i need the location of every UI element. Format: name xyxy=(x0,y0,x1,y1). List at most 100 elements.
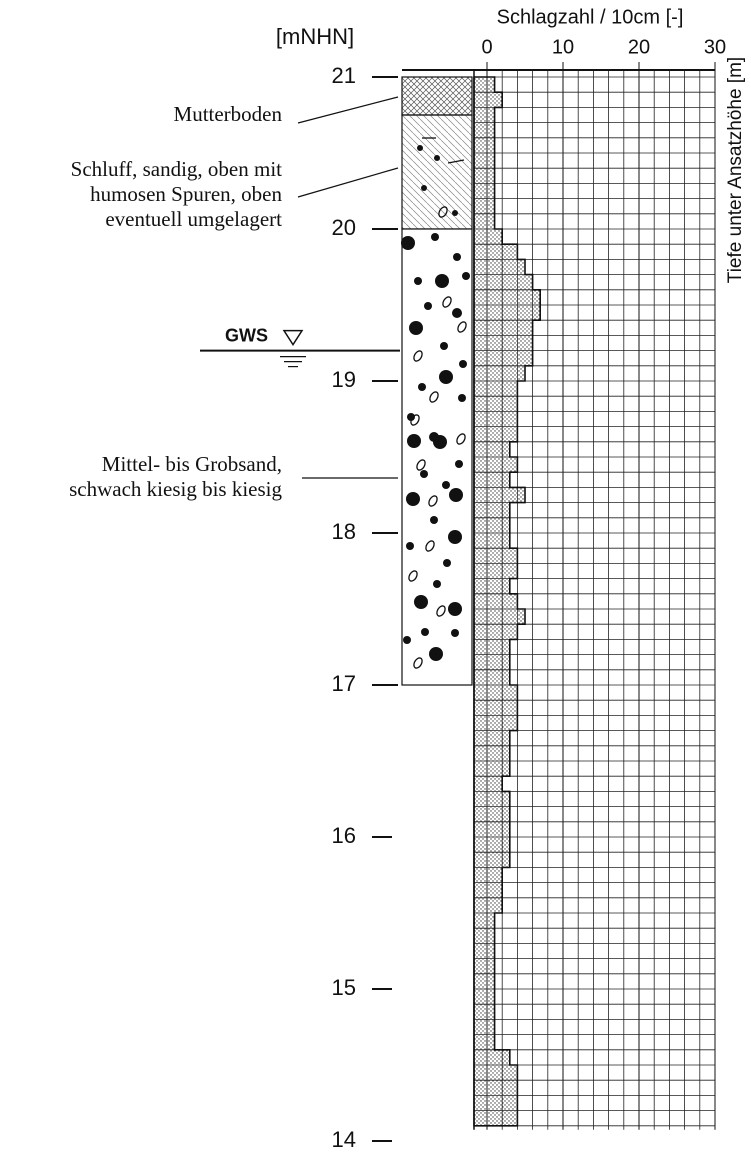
soil-layer xyxy=(401,114,473,230)
x-tick-label: 0 xyxy=(481,36,492,58)
gravel xyxy=(431,233,439,241)
bar xyxy=(474,1095,518,1111)
bar xyxy=(474,821,510,837)
gravel xyxy=(459,360,467,368)
y-tick-label: 19 xyxy=(332,367,356,392)
bar xyxy=(474,411,518,427)
bar xyxy=(474,168,495,184)
bar xyxy=(474,365,525,381)
bar xyxy=(474,685,518,701)
bar xyxy=(474,274,533,290)
bar xyxy=(474,350,533,366)
bar xyxy=(474,624,518,640)
y-tick-label: 16 xyxy=(332,823,356,848)
bar xyxy=(474,244,518,260)
gravel xyxy=(418,383,426,391)
bar xyxy=(474,806,510,822)
leader-line xyxy=(297,167,399,198)
bar xyxy=(474,335,533,351)
bar xyxy=(474,943,495,959)
bar xyxy=(474,563,518,579)
y2-axis-label: Tiefe unter Ansatzhöhe [m] xyxy=(725,57,746,283)
bar xyxy=(474,198,495,214)
pebble xyxy=(416,459,426,471)
gravel xyxy=(455,460,463,468)
gravel xyxy=(440,342,448,350)
gravel xyxy=(414,277,422,285)
bar xyxy=(474,396,518,412)
gravel xyxy=(433,435,447,449)
bar xyxy=(474,913,495,929)
gravel xyxy=(439,370,453,384)
pebble xyxy=(413,657,423,669)
pebble xyxy=(408,570,418,582)
x-tick-label: 20 xyxy=(628,36,650,58)
bar xyxy=(474,730,510,746)
bar xyxy=(474,502,510,518)
bar xyxy=(474,609,525,625)
bar xyxy=(474,320,533,336)
bar xyxy=(474,958,495,974)
layer-label: schwach kiesig bis kiesig xyxy=(69,477,282,501)
bar xyxy=(474,578,510,594)
gravel xyxy=(407,413,415,421)
pebble xyxy=(436,605,446,617)
bar xyxy=(474,107,495,123)
pebble xyxy=(410,414,420,426)
soil-dot xyxy=(434,155,440,161)
gravel xyxy=(442,481,450,489)
bar xyxy=(474,669,510,685)
gravel xyxy=(401,236,415,250)
bar xyxy=(474,213,495,229)
bar xyxy=(474,897,503,913)
bar xyxy=(474,761,510,777)
bar xyxy=(474,1110,518,1126)
gravel xyxy=(448,602,462,616)
gravel xyxy=(452,308,462,318)
gravel xyxy=(435,274,449,288)
layer-label: Mittel- bis Grobsand, xyxy=(102,452,282,476)
bar xyxy=(474,77,495,93)
gravel xyxy=(403,636,411,644)
y-tick-label: 17 xyxy=(332,671,356,696)
bar xyxy=(474,989,495,1005)
bar xyxy=(474,639,510,655)
gravel xyxy=(424,302,432,310)
gravel xyxy=(430,516,438,524)
gravel xyxy=(409,321,423,335)
pebble xyxy=(457,321,467,333)
bar xyxy=(474,381,518,397)
gravel xyxy=(443,559,451,567)
bar xyxy=(474,867,503,883)
pebble xyxy=(438,206,448,218)
bar xyxy=(474,852,510,868)
pebble xyxy=(425,540,435,552)
y-axis-label: [mNHN] xyxy=(276,24,354,49)
layer-label: humosen Spuren, oben xyxy=(90,182,282,206)
bar-outline xyxy=(473,76,541,1127)
layer-label: Mutterboden xyxy=(174,102,283,126)
soil-dash xyxy=(447,159,465,164)
bar xyxy=(474,472,510,488)
bar xyxy=(474,229,503,245)
gravel xyxy=(414,595,428,609)
pebble xyxy=(429,391,439,403)
bar xyxy=(474,153,495,169)
y-tick-label: 21 xyxy=(332,63,356,88)
bar xyxy=(474,882,503,898)
x-tick-label: 30 xyxy=(704,36,726,58)
bar xyxy=(474,776,503,792)
bar xyxy=(474,259,525,275)
gravel xyxy=(406,542,414,550)
bar xyxy=(474,700,518,716)
bar xyxy=(474,487,525,503)
bar xyxy=(474,1004,495,1020)
bar xyxy=(474,92,503,108)
pebble xyxy=(442,296,452,308)
soil-layer xyxy=(401,76,473,116)
bar xyxy=(474,441,510,457)
bar xyxy=(474,1019,495,1035)
bar xyxy=(474,289,541,305)
bar xyxy=(474,305,541,321)
